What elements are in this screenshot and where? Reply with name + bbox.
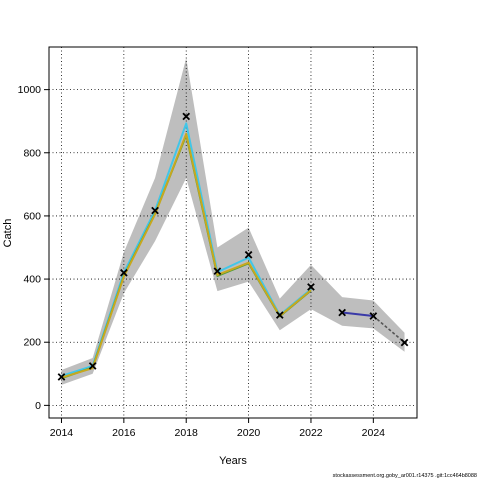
series-line — [61, 132, 312, 379]
observed-point — [213, 267, 222, 276]
y-axis-title: Catch — [2, 219, 14, 248]
observed-point-stroke — [182, 112, 191, 121]
observed-point — [57, 373, 66, 381]
y-tick-label: 1000 — [18, 84, 42, 96]
observed-point — [275, 311, 284, 319]
observed-point — [244, 250, 253, 259]
x-tick-label: 2016 — [112, 427, 136, 439]
observed-point — [151, 206, 159, 215]
observed-point-stroke — [307, 283, 315, 291]
x-axis: 2014 2016 2018 2020 2022 2024 — [50, 418, 385, 439]
x-tick-label: 2014 — [50, 427, 74, 439]
observed-point-stroke — [275, 311, 284, 319]
observed-point-stroke — [88, 362, 97, 370]
y-tick-label: 400 — [23, 274, 41, 286]
observed-point-stroke — [369, 312, 378, 320]
observed-point-stroke — [151, 206, 159, 215]
y-tick-label: 800 — [23, 147, 41, 159]
series-line — [342, 311, 374, 318]
series-layer — [61, 122, 406, 380]
grid-layer — [49, 47, 417, 418]
x-tick-label: 2022 — [299, 427, 323, 439]
observed-point — [88, 362, 97, 370]
observed-point — [307, 283, 315, 291]
y-tick-label: 600 — [23, 210, 41, 222]
x-axis-title: Years — [219, 455, 247, 467]
y-axis: 0 200 400 600 800 1000 — [18, 84, 49, 412]
x-tick-label: 2018 — [175, 427, 199, 439]
footer-id: stockassessment.org.goby_ar001.r14375 .g… — [333, 473, 477, 479]
confidence-band — [61, 58, 405, 385]
observed-point — [400, 338, 409, 347]
plot-frame — [48, 46, 418, 419]
observed-point — [120, 268, 128, 277]
band-layer — [61, 58, 405, 385]
observed-point — [182, 112, 191, 121]
observed-point-stroke — [57, 373, 66, 381]
observed-point-stroke — [244, 250, 253, 259]
observed-point-stroke — [120, 268, 128, 277]
x-tick-label: 2020 — [237, 427, 261, 439]
x-tick-label: 2024 — [362, 427, 386, 439]
observed-point-stroke — [400, 338, 409, 347]
y-tick-label: 200 — [23, 337, 41, 349]
observed-point-stroke — [338, 308, 346, 317]
y-tick-label: 0 — [35, 400, 41, 412]
observed-point — [369, 312, 378, 320]
points-layer — [57, 112, 409, 381]
observed-point-stroke — [213, 267, 222, 276]
observed-point — [338, 308, 346, 317]
projection-line — [372, 315, 406, 344]
